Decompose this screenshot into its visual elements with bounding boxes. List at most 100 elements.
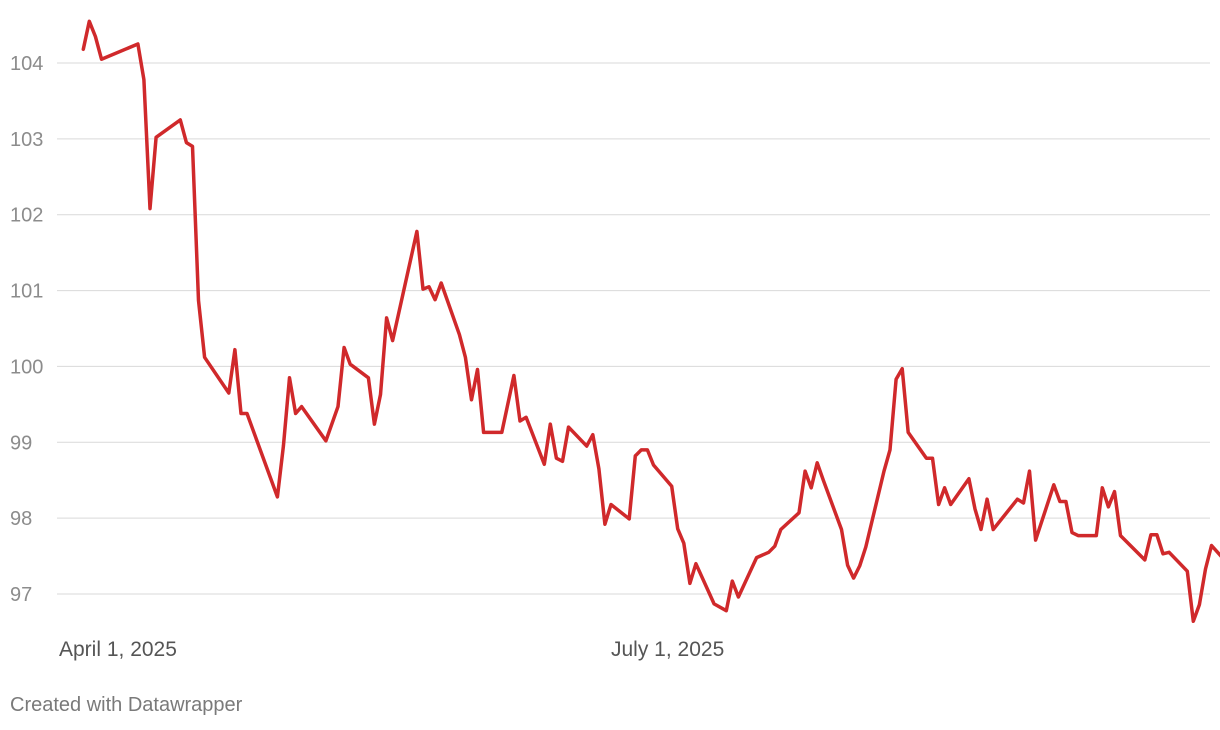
data-point — [767, 551, 770, 554]
data-point — [288, 376, 291, 379]
data-point — [367, 376, 370, 379]
series-line-0 — [81, 19, 1220, 624]
data-point — [179, 118, 182, 121]
data-point — [391, 339, 394, 342]
data-point — [852, 577, 855, 580]
data-point — [967, 477, 970, 480]
data-point — [731, 580, 734, 583]
data-point — [203, 356, 206, 359]
y-tick-label: 104 — [10, 53, 43, 75]
data-point — [992, 528, 995, 531]
data-point — [82, 48, 85, 51]
data-point — [476, 368, 479, 371]
data-point — [591, 433, 594, 436]
data-point — [798, 511, 801, 514]
data-point — [300, 405, 303, 408]
data-point — [725, 609, 728, 612]
data-point — [276, 495, 279, 498]
y-tick-label: 99 — [10, 432, 32, 454]
data-point — [974, 508, 977, 511]
data-point — [779, 528, 782, 531]
data-point — [1071, 531, 1074, 534]
data-point — [567, 426, 570, 429]
data-point — [197, 299, 200, 302]
data-point — [191, 145, 194, 148]
data-point — [640, 448, 643, 451]
data-point — [324, 439, 327, 442]
data-point — [155, 136, 158, 139]
data-point — [1168, 551, 1171, 554]
data-point — [822, 479, 825, 482]
data-point — [519, 420, 522, 423]
data-point — [470, 398, 473, 401]
line-chart: 97 98 99 100 101 102 103 104 April 1, 2025 July … — [10, 19, 1220, 661]
data-point — [1204, 568, 1207, 571]
data-point — [500, 431, 503, 434]
data-point — [482, 431, 485, 434]
data-point — [810, 486, 813, 489]
data-point — [142, 78, 145, 81]
data-point — [652, 464, 655, 467]
data-point — [1022, 502, 1025, 505]
data-point — [980, 528, 983, 531]
data-point — [846, 564, 849, 567]
data-point — [634, 454, 637, 457]
data-point — [889, 448, 892, 451]
data-point — [646, 448, 649, 451]
data-point — [88, 20, 91, 23]
data-point — [688, 582, 691, 585]
data-point — [676, 527, 679, 530]
data-point — [1064, 500, 1067, 503]
data-point — [694, 562, 697, 565]
data-point — [1155, 533, 1158, 536]
data-point — [603, 523, 606, 526]
y-tick-label: 101 — [10, 281, 43, 303]
data-point — [1186, 570, 1189, 573]
data-point — [737, 596, 740, 599]
data-point — [1058, 500, 1061, 503]
data-point — [610, 503, 613, 506]
data-point — [907, 431, 910, 434]
data-point — [149, 207, 152, 210]
data-point — [1034, 539, 1037, 542]
y-tick-label: 97 — [10, 584, 32, 606]
data-point — [628, 517, 631, 520]
data-point — [804, 470, 807, 473]
data-point — [937, 503, 940, 506]
y-tick-label: 100 — [10, 356, 43, 378]
data-point — [1149, 533, 1152, 536]
data-point — [816, 461, 819, 464]
data-point — [428, 285, 431, 288]
data-point — [240, 412, 243, 415]
data-point — [713, 602, 716, 605]
data-point — [943, 486, 946, 489]
data-point — [986, 498, 989, 501]
data-point — [1113, 490, 1116, 493]
data-point — [543, 463, 546, 466]
data-point — [434, 298, 437, 301]
data-point — [94, 35, 97, 38]
data-point — [227, 392, 230, 395]
data-point — [901, 367, 904, 370]
data-point — [136, 43, 139, 46]
data-point — [864, 546, 867, 549]
data-point — [555, 457, 558, 460]
data-point — [385, 316, 388, 319]
data-point — [422, 288, 425, 291]
data-point — [379, 393, 382, 396]
data-point — [561, 460, 564, 463]
data-point — [1101, 486, 1104, 489]
data-point — [525, 416, 528, 419]
x-tick-label: July 1, 2025 — [611, 638, 724, 661]
y-tick-label: 103 — [10, 129, 43, 151]
data-point — [373, 423, 376, 426]
data-point — [512, 374, 515, 377]
y-tick-label: 102 — [10, 205, 43, 227]
data-point — [682, 542, 685, 545]
data-point — [337, 405, 340, 408]
gridlines — [57, 62, 1210, 595]
x-axis-ticks: April 1, 2025 July 1, 2025 — [59, 638, 724, 661]
data-point — [343, 346, 346, 349]
data-point — [1052, 483, 1055, 486]
data-point — [233, 348, 236, 351]
